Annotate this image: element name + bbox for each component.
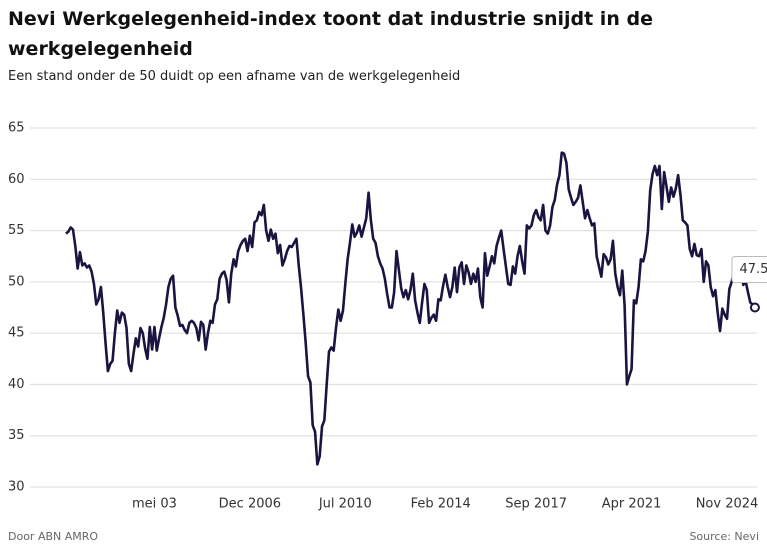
y-tick-label: 60: [8, 172, 25, 187]
y-tick-label: 65: [8, 121, 25, 136]
chart-title: Nevi Werkgelegenheid-index toont dat ind…: [8, 8, 653, 60]
y-tick-label: 40: [8, 377, 25, 392]
y-tick-label: 30: [8, 480, 25, 495]
source: Source: Nevi: [689, 530, 759, 543]
x-tick-label: Jul 2010: [318, 497, 372, 512]
y-tick-label: 50: [8, 274, 25, 289]
footer-credit: Door ABN AMRO: [8, 530, 99, 543]
chart: 30 35 40 45 50 55 60 65 mei 03 Dec 2006 Jul 2010 Fe…: [8, 121, 767, 512]
x-tick-label: Nov 2024: [696, 497, 759, 512]
x-tick-label: Apr 2021: [602, 497, 662, 512]
x-tick-label: Feb 2014: [411, 497, 471, 512]
last-point: [749, 302, 760, 313]
y-tick-label: 45: [8, 326, 25, 341]
chart-subtitle: Een stand onder de 50 duidt op een afnam…: [8, 69, 461, 84]
annotation-label: 47.5: [739, 262, 767, 277]
y-tick-label: 35: [8, 428, 25, 443]
annotation-box: [731, 256, 767, 283]
y-tick-label: 55: [8, 223, 25, 238]
x-tick-label: Sep 2017: [505, 497, 567, 512]
x-tick-label: mei 03: [132, 497, 177, 512]
series-line: [65, 151, 756, 466]
x-tick-label: Dec 2006: [219, 497, 281, 512]
